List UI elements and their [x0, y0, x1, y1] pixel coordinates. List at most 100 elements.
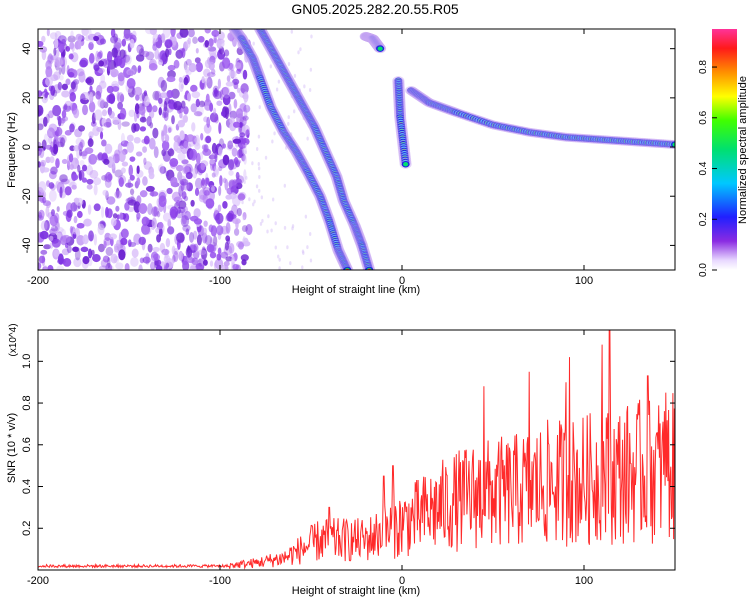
- noise-speckle: [259, 221, 263, 226]
- noise-mark: [178, 80, 184, 93]
- spectrogram-x-label: Height of straight line (km): [292, 284, 420, 296]
- noise-mark: [48, 110, 54, 119]
- colorbar-ticks: 0.0 0.2 0.4 0.6 0.8: [698, 60, 717, 277]
- noise-speckle: [251, 161, 254, 166]
- noise-mark: [45, 66, 53, 78]
- noise-mark: [189, 265, 197, 270]
- noise-mark: [86, 178, 94, 185]
- noise-mark: [116, 91, 120, 102]
- noise-mark: [60, 228, 66, 238]
- noise-mark: [217, 204, 222, 212]
- noise-mark: [197, 36, 205, 43]
- noise-mark: [228, 103, 232, 115]
- noise-mark: [220, 110, 226, 117]
- noise-mark: [78, 141, 84, 152]
- noise-mark: [62, 258, 72, 267]
- noise-mark: [214, 150, 218, 163]
- noise-mark: [95, 56, 101, 62]
- noise-mark: [147, 243, 153, 253]
- noise-mark: [57, 137, 64, 143]
- noise-mark: [38, 105, 44, 117]
- noise-mark: [41, 35, 46, 43]
- noise-speckle: [260, 195, 264, 200]
- noise-mark: [194, 142, 201, 150]
- noise-mark: [143, 157, 147, 165]
- noise-mark: [119, 212, 124, 220]
- noise-mark: [51, 209, 55, 217]
- noise-mark: [78, 71, 86, 83]
- noise-mark: [208, 46, 217, 57]
- noise-mark: [49, 146, 54, 152]
- noise-mark: [74, 197, 84, 206]
- noise-mark: [82, 234, 89, 245]
- noise-mark: [101, 109, 108, 117]
- y-tick-label: 20: [21, 92, 33, 104]
- noise-mark: [112, 116, 120, 125]
- noise-mark: [106, 85, 114, 94]
- noise-mark: [61, 158, 68, 165]
- noise-speckle: [258, 105, 261, 110]
- noise-mark: [167, 127, 172, 133]
- noise-mark: [162, 106, 169, 118]
- noise-mark: [192, 36, 198, 44]
- figure-title: GN05.2025.282.20.55.R05: [291, 1, 459, 17]
- noise-mark: [115, 262, 124, 270]
- noise-mark: [134, 103, 140, 115]
- noise-mark: [41, 49, 47, 61]
- noise-mark: [239, 132, 246, 138]
- noise-mark: [167, 148, 175, 157]
- noise-mark: [222, 143, 226, 149]
- noise-mark: [213, 90, 222, 100]
- noise-mark: [98, 60, 105, 67]
- noise-speckle: [292, 109, 296, 114]
- noise-mark: [142, 256, 151, 264]
- noise-mark: [88, 29, 92, 37]
- noise-mark: [69, 123, 75, 133]
- noise-mark: [110, 159, 116, 170]
- noise-mark: [126, 68, 136, 76]
- noise-mark: [181, 191, 187, 200]
- noise-speckle: [287, 62, 291, 67]
- noise-mark: [153, 146, 159, 159]
- noise-mark: [229, 110, 238, 120]
- noise-mark: [119, 49, 126, 59]
- noise-mark: [57, 35, 67, 44]
- noise-mark: [113, 42, 122, 50]
- noise-mark: [138, 203, 148, 214]
- noise-speckle: [266, 229, 269, 234]
- noise-mark: [183, 106, 189, 115]
- noise-mark: [161, 248, 170, 256]
- noise-mark: [213, 107, 217, 115]
- noise-mark: [91, 249, 95, 256]
- noise-mark: [197, 249, 207, 256]
- noise-mark: [144, 29, 154, 35]
- noise-mark: [225, 194, 232, 200]
- noise-mark: [161, 111, 167, 119]
- noise-mark: [187, 37, 192, 45]
- noise-mark: [76, 210, 83, 219]
- noise-mark: [232, 218, 241, 225]
- noise-mark: [102, 189, 109, 196]
- noise-mark: [218, 122, 222, 135]
- noise-mark: [183, 77, 189, 86]
- noise-mark: [232, 263, 239, 270]
- noise-mark: [201, 76, 205, 84]
- noise-mark: [190, 199, 195, 207]
- noise-mark: [118, 249, 126, 261]
- noise-speckle: [241, 200, 244, 205]
- noise-mark: [106, 156, 114, 168]
- noise-mark: [75, 158, 79, 165]
- x-tick-label: -100: [209, 575, 231, 587]
- noise-mark: [204, 40, 209, 48]
- noise-mark: [208, 38, 214, 47]
- noise-mark: [49, 235, 54, 242]
- noise-mark: [218, 185, 222, 197]
- noise-mark: [121, 161, 129, 167]
- noise-mark: [101, 117, 107, 127]
- noise-mark: [82, 255, 90, 265]
- noise-mark: [38, 262, 42, 270]
- noise-mark: [73, 145, 80, 152]
- noise-mark: [204, 234, 213, 246]
- noise-mark: [141, 50, 150, 58]
- noise-mark: [145, 185, 155, 192]
